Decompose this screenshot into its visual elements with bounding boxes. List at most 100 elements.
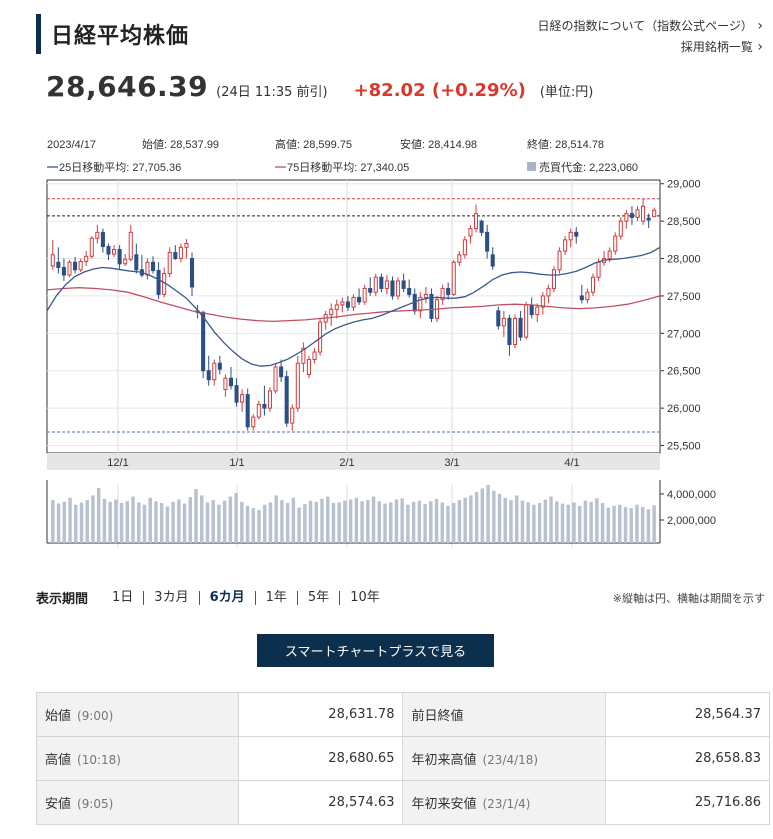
candle-body (384, 280, 389, 289)
candle (585, 288, 590, 304)
candle-body (256, 403, 261, 418)
volume-bar (406, 504, 410, 543)
volume-bar (240, 501, 244, 543)
ma25-legend: 25日移動平均: 27,705.36 (59, 160, 181, 174)
candle (234, 378, 239, 407)
volume-bar (171, 501, 175, 543)
candle-body (223, 377, 228, 390)
candle-body (457, 254, 462, 263)
candle-body (234, 385, 239, 403)
volume-bar (486, 485, 490, 543)
volume-bar (142, 504, 147, 543)
volume-bar (337, 502, 341, 543)
candle (568, 228, 573, 248)
volume-bar (526, 502, 530, 543)
volume-bar (514, 495, 519, 543)
volume-bar (446, 505, 450, 543)
candle-body (379, 276, 384, 289)
candle-body (362, 287, 367, 303)
candle-body (473, 213, 479, 230)
volume-bar (423, 504, 427, 543)
volume-bar (85, 500, 89, 543)
candle (73, 257, 78, 274)
candle (440, 284, 445, 305)
plot-frame (46, 179, 661, 454)
candle-body (106, 246, 111, 255)
candle (223, 374, 228, 397)
period-10y[interactable]: 10年 (339, 590, 390, 605)
candle (641, 198, 646, 225)
candle-body (184, 243, 189, 248)
period-1y[interactable]: 1年 (254, 590, 297, 605)
table-cell-label: 始値 (9:00) (36, 692, 239, 737)
candle (652, 207, 657, 218)
y-tick-label: 29,000 (667, 179, 701, 191)
candle-body (490, 254, 495, 267)
volume-bar (389, 502, 393, 543)
candle (251, 414, 256, 431)
volume-bar (326, 496, 330, 543)
smart-chart-button[interactable]: スマートチャートプラスで見る (257, 634, 494, 667)
candle-body (529, 304, 534, 316)
candle-body (590, 276, 595, 293)
candle (618, 217, 623, 240)
volume-bar (583, 500, 588, 543)
candle (112, 245, 117, 258)
candle-body (295, 362, 300, 409)
candlestick-chart[interactable]: 2023/4/17 始値: 28,537.99 高値: 28,599.75 安値: 2… (0, 130, 773, 550)
constituents-link[interactable]: 採用銘柄一覧 (538, 37, 763, 58)
candle (579, 284, 584, 304)
volume-bar (509, 500, 513, 543)
candle (613, 232, 618, 255)
volume-bar (263, 504, 267, 543)
volume-bar (297, 507, 301, 543)
vol-tick-label: 4,000,000 (667, 489, 716, 501)
page-title-bar: 日経平均株価 (36, 14, 189, 54)
y-tick-label: 28,000 (667, 254, 701, 266)
volume-legend: 売買代金: 2,223,060 (539, 160, 638, 174)
volume-bar (366, 500, 370, 543)
y-tick-label: 26,500 (667, 366, 701, 378)
y-tick-label: 28,500 (667, 216, 701, 228)
candle-body (512, 317, 518, 346)
period-5y[interactable]: 5年 (296, 590, 339, 605)
candle-body (329, 308, 334, 316)
candle-body (641, 205, 646, 222)
period-1d[interactable]: 1日 (112, 589, 134, 605)
candle (312, 348, 317, 364)
candle (167, 247, 172, 278)
volume-bar (51, 500, 55, 543)
candle-body (251, 416, 256, 428)
candle-body (100, 231, 105, 248)
period-3m[interactable]: 3カ月 (143, 590, 198, 605)
index-about-link[interactable]: 日経の指数について（指数公式ページ） (538, 16, 763, 37)
candle-body (485, 231, 490, 252)
candle-body (279, 366, 284, 378)
candle (61, 258, 66, 281)
period-6m[interactable]: 6カ月 (198, 590, 255, 605)
candle (117, 245, 122, 270)
candle-body (50, 254, 55, 267)
candle (384, 274, 389, 295)
candle (423, 286, 428, 304)
info-open: 始値: 28,537.99 (142, 137, 219, 151)
price-time: (24日 11:35 前引) (216, 85, 328, 100)
candle (496, 306, 501, 330)
candle-body (429, 293, 434, 319)
volume-bar (331, 502, 336, 543)
candle-body (84, 255, 89, 263)
candle (624, 209, 629, 229)
candle (329, 303, 334, 326)
candle (563, 236, 568, 255)
table-cell-value: 28,631.78 (237, 692, 404, 737)
candle (574, 227, 579, 244)
volume-bar (96, 487, 101, 543)
candle-body (345, 301, 350, 308)
candle (256, 400, 261, 420)
volume-bar (595, 498, 599, 543)
candle (468, 224, 473, 244)
candle-body (390, 280, 395, 297)
candle (67, 260, 72, 278)
candle-body (78, 261, 83, 271)
table-cell-value: 28,658.83 (605, 736, 770, 781)
